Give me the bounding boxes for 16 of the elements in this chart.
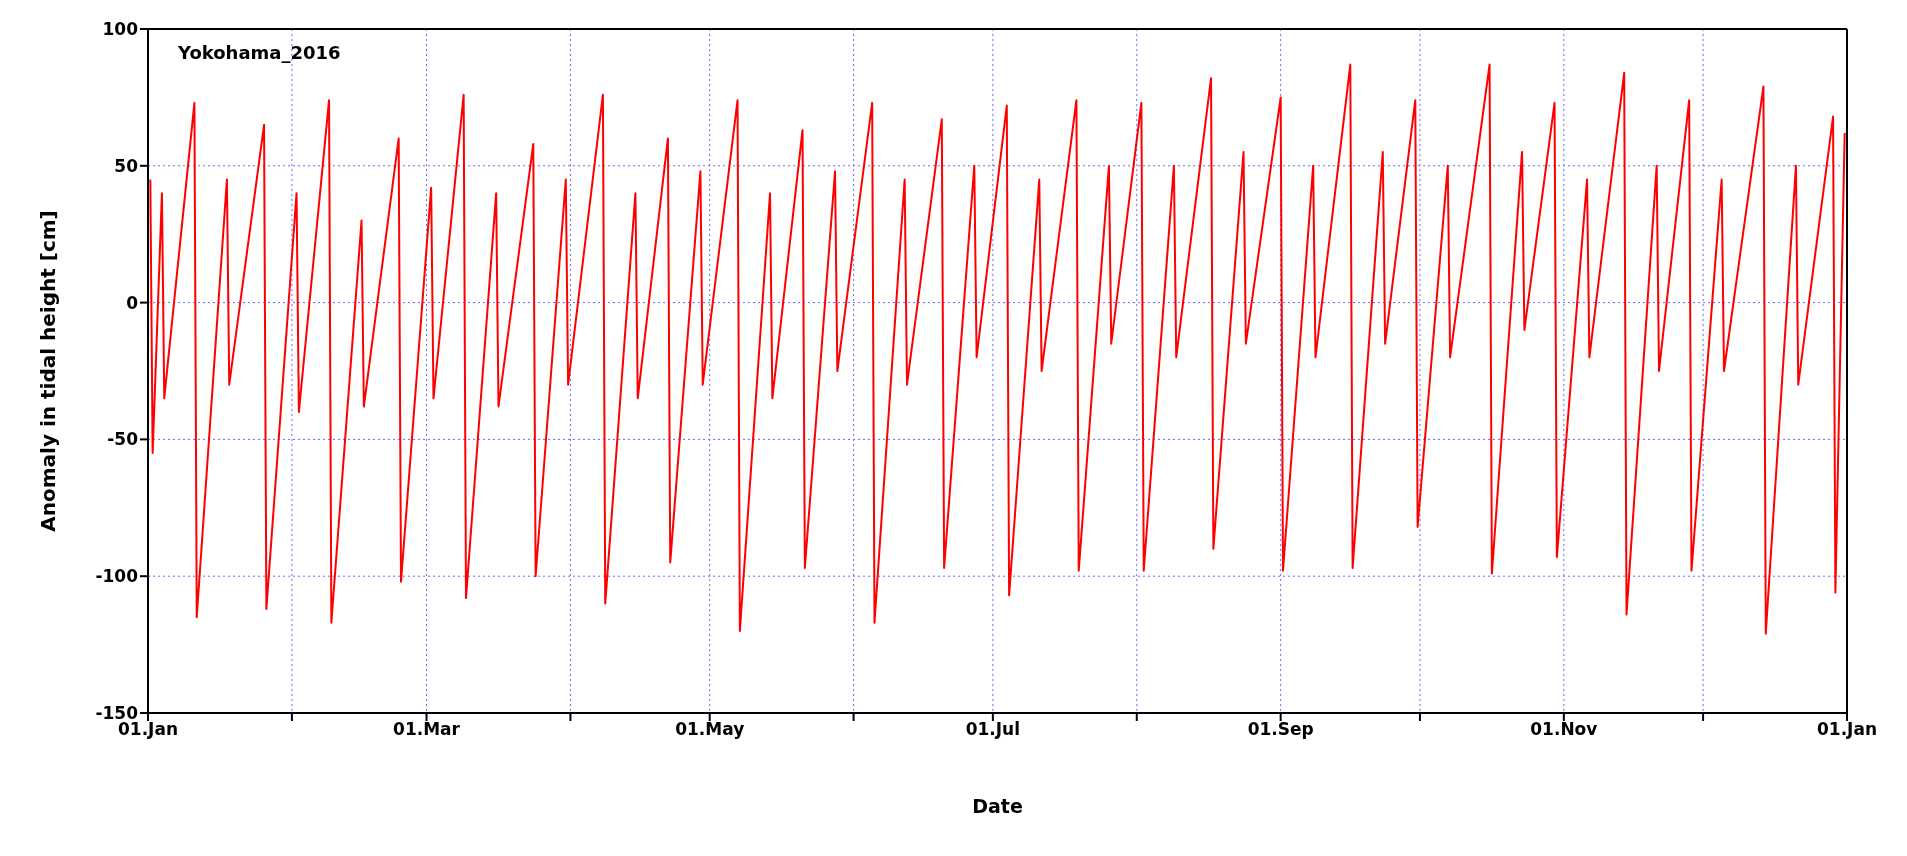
- y-tick-label: -50: [107, 429, 139, 450]
- x-tick-label: 01.Sep: [1247, 719, 1314, 740]
- y-tick-label: 0: [126, 292, 139, 313]
- line-series: [149, 63, 1846, 635]
- y-tick-label: 100: [102, 19, 139, 40]
- y-axis-title: Anomaly in tidal height [cm]: [36, 210, 61, 532]
- x-tick-label: 01.Mar: [393, 719, 461, 740]
- text: Yokohama_2016: [178, 42, 341, 63]
- x-tick-label: 01.Jan: [117, 719, 179, 740]
- x-tick-label: 01.Nov: [1530, 719, 1598, 740]
- x-tick-label: 01.Jan: [1816, 719, 1878, 740]
- x-axis-title: Date: [972, 795, 1023, 817]
- x-tick-label: 01.May: [675, 719, 745, 740]
- x-tick-label: 01.Jul: [965, 719, 1021, 740]
- y-tick-label: 50: [114, 155, 139, 176]
- y-tick-label: -100: [95, 566, 139, 587]
